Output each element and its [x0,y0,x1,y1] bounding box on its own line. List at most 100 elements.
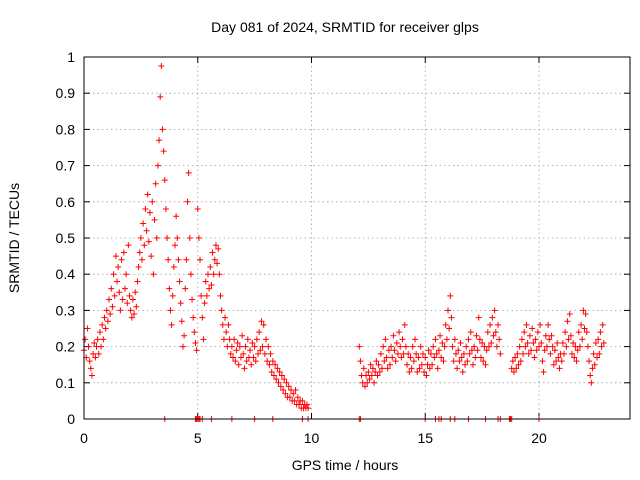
data-point [290,390,297,397]
data-point [450,358,457,365]
data-point [459,368,466,375]
data-point [374,372,381,379]
data-point [427,350,434,357]
data-point [556,365,563,372]
data-point [276,368,283,375]
data-point [575,329,582,336]
y-tick-label: 0.8 [56,121,76,137]
data-point [156,137,163,144]
data-point [217,292,224,299]
data-point [582,311,589,318]
data-point [412,336,419,343]
data-point [183,256,190,263]
data-point [421,368,428,375]
data-point [451,336,458,343]
x-tick-label: 5 [194,430,202,446]
data-point [549,343,556,350]
data-point [161,177,168,184]
data-point [380,343,387,350]
data-point [252,358,259,365]
data-point [513,365,520,372]
data-point [369,365,376,372]
data-point [248,361,255,368]
data-point [209,249,216,256]
data-point [195,235,202,241]
data-point [443,336,450,343]
data-point [388,343,395,350]
y-tick-label: 0.7 [56,158,76,174]
data-point [573,358,580,365]
data-point [536,343,542,350]
data-point [579,336,586,343]
data-point [589,365,596,372]
data-point [491,307,498,314]
data-point [564,318,571,325]
plot-frame [83,56,631,420]
data-point [477,354,484,361]
data-point [152,180,159,187]
data-point [457,339,464,346]
data-point [563,343,570,350]
data-point [133,303,140,310]
data-point [172,242,178,249]
data-point [237,354,244,361]
data-point [222,314,229,321]
data-point [554,339,561,346]
data-point [181,332,188,339]
data-point [561,350,568,357]
data-point [580,307,587,314]
data-point [98,343,105,350]
y-tick-label: 0.6 [56,194,76,210]
data-point [466,350,473,357]
data-point [592,339,599,346]
data-point [490,332,497,339]
y-tick-label: 0.1 [56,375,76,391]
data-point [278,372,285,379]
data-point [119,296,126,303]
data-point [584,343,591,350]
data-point [357,358,364,365]
data-point [158,63,165,70]
data-point [562,329,569,336]
data-point [159,126,166,133]
data-point [256,329,263,336]
data-point [528,347,535,354]
data-point [596,350,603,357]
chart-title: Day 081 of 2024, SRMTID for receiver glp… [211,19,479,35]
data-point [576,343,583,350]
data-point [493,343,500,350]
data-point [292,387,299,394]
data-point [103,307,110,314]
data-point [392,358,399,365]
data-point [482,361,489,368]
data-point [515,361,522,368]
data-point [268,368,275,375]
data-point [99,321,106,328]
data-point [153,235,160,241]
data-point [472,354,479,361]
data-point [591,361,598,368]
data-point [399,336,406,343]
data-point [418,361,425,368]
data-point [599,321,606,328]
data-point [471,343,478,350]
data-point [264,358,271,365]
data-point [377,350,384,357]
x-tick-label: 0 [80,430,88,446]
data-point [82,336,89,343]
data-point [368,372,375,379]
data-point [571,354,578,361]
data-point [553,358,560,365]
data-point [587,372,594,379]
data-point [454,365,461,372]
data-point [566,311,573,318]
data-point [208,282,215,289]
data-point [249,339,256,346]
data-point [389,354,396,361]
data-point [146,209,153,216]
data-point [543,343,550,350]
data-point [407,354,414,361]
data-point [215,245,222,252]
data-point [384,365,391,372]
